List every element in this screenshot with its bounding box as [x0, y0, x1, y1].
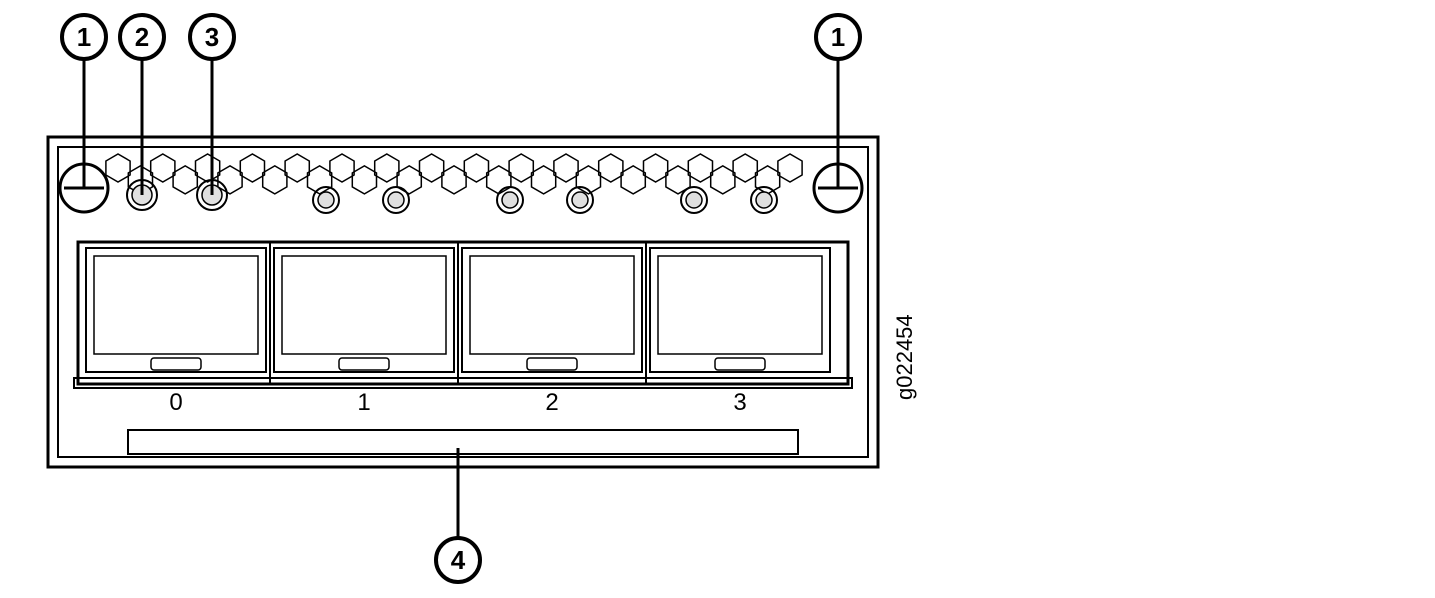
led: [756, 192, 772, 208]
vent-hex: [599, 154, 623, 182]
vent-hex: [778, 154, 802, 182]
pull-handle: [128, 430, 798, 454]
port-label: 2: [545, 389, 558, 416]
sfp-latch: [715, 358, 765, 370]
vent-hex: [487, 166, 511, 194]
led: [502, 192, 518, 208]
vent-hex: [106, 154, 130, 182]
port-label: 0: [169, 389, 182, 416]
vent-hex: [711, 166, 735, 194]
port-label: 3: [733, 389, 746, 416]
vent-hex: [644, 154, 668, 182]
vent-hex: [330, 154, 354, 182]
led: [318, 192, 334, 208]
vent-hex: [218, 166, 242, 194]
vent-hex: [151, 154, 175, 182]
vent-hex: [464, 154, 488, 182]
sfp-latch: [339, 358, 389, 370]
vent-hex: [420, 154, 444, 182]
vent-hex: [442, 166, 466, 194]
sfp-latch: [527, 358, 577, 370]
led: [686, 192, 702, 208]
vent-hex: [173, 166, 197, 194]
callout-number: 1: [831, 22, 845, 52]
vent-hex: [375, 154, 399, 182]
vent-hex: [196, 154, 220, 182]
callout-number: 1: [77, 22, 91, 52]
vent-hex: [352, 166, 376, 194]
vent-hex: [688, 154, 712, 182]
callout-number: 2: [135, 22, 149, 52]
vent-hex: [756, 166, 780, 194]
led: [572, 192, 588, 208]
callout-number: 3: [205, 22, 219, 52]
vent-hex: [397, 166, 421, 194]
vent-hex: [509, 154, 533, 182]
module-diagram: 0 1 2 3 1 2 3 1 4 g022454: [0, 0, 1435, 598]
port-label: 1: [357, 389, 370, 416]
vent-hex: [733, 154, 757, 182]
led: [388, 192, 404, 208]
vent-hex: [285, 154, 309, 182]
vent-hex: [240, 154, 264, 182]
callout-number: 4: [451, 545, 466, 575]
vent-hex: [532, 166, 556, 194]
vent-hex: [621, 166, 645, 194]
sfp-latch: [151, 358, 201, 370]
figure-id-label: g022454: [892, 314, 917, 400]
vent-hex: [263, 166, 287, 194]
vent-hex: [554, 154, 578, 182]
